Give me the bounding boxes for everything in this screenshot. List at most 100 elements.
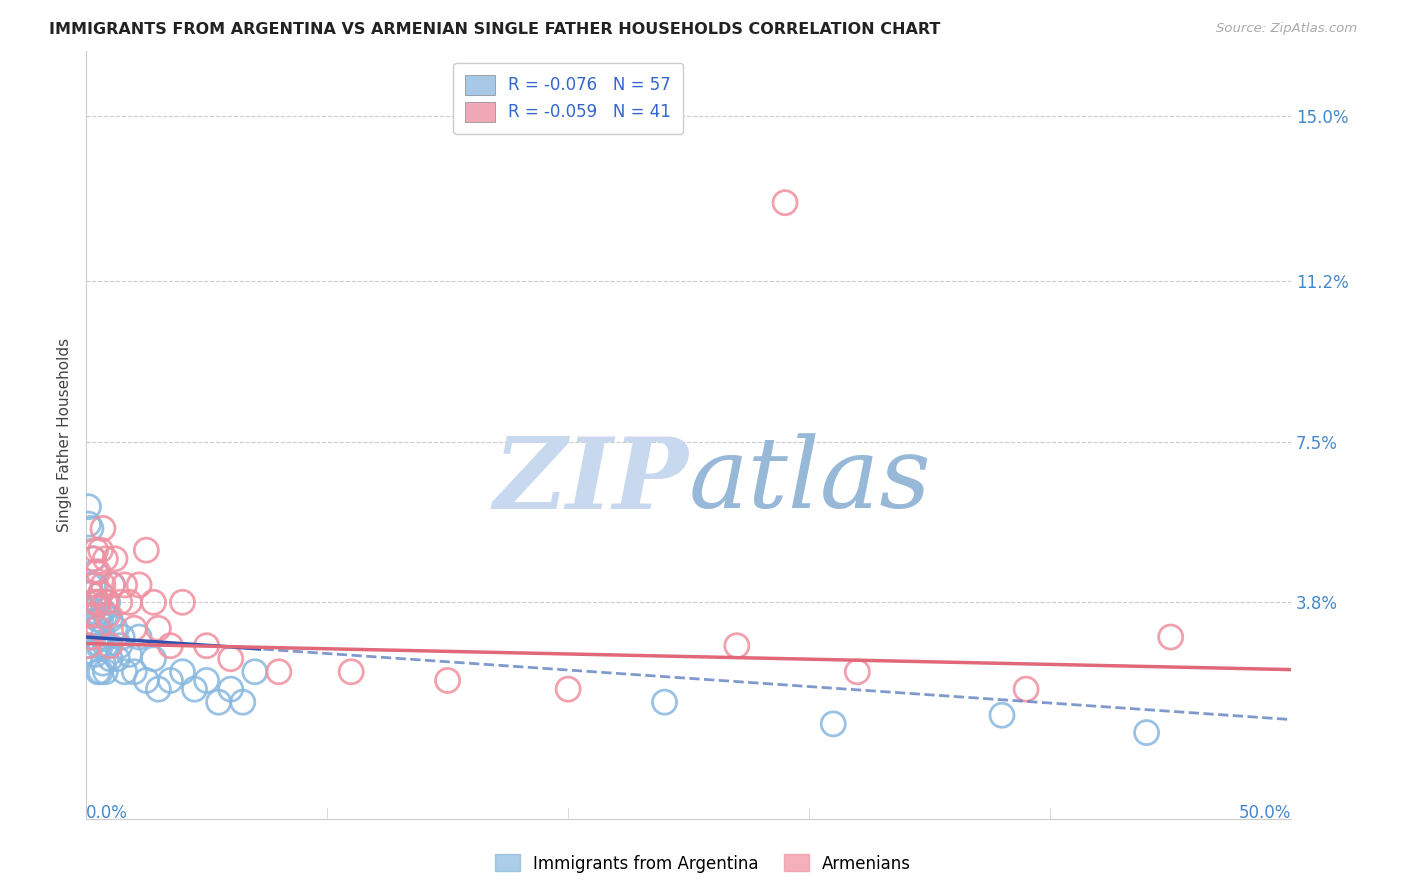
Point	[823, 717, 845, 731]
Point	[94, 665, 117, 679]
Point	[84, 565, 107, 579]
Point	[172, 595, 194, 609]
Point	[124, 621, 146, 635]
Point	[340, 665, 363, 679]
Point	[87, 595, 110, 609]
Point	[84, 578, 107, 592]
Point	[97, 639, 120, 653]
Point	[172, 665, 194, 679]
Point	[91, 630, 114, 644]
Point	[94, 552, 117, 566]
Point	[94, 608, 117, 623]
Point	[195, 639, 218, 653]
Point	[98, 639, 121, 653]
Point	[97, 595, 120, 609]
Point	[108, 595, 131, 609]
Point	[77, 639, 100, 653]
Point	[98, 613, 121, 627]
Point	[77, 500, 100, 514]
Point	[76, 639, 98, 653]
Point	[219, 682, 242, 697]
Point	[159, 673, 181, 688]
Point	[94, 639, 117, 653]
Point	[91, 521, 114, 535]
Point	[82, 604, 104, 618]
Point	[267, 665, 290, 679]
Point	[232, 695, 254, 709]
Point	[94, 595, 117, 609]
Point	[91, 578, 114, 592]
Point	[148, 621, 170, 635]
Point	[82, 552, 104, 566]
Point	[654, 695, 676, 709]
Point	[557, 682, 579, 697]
Point	[128, 578, 150, 592]
Point	[243, 665, 266, 679]
Point	[118, 595, 141, 609]
Point	[80, 521, 103, 535]
Point	[208, 695, 231, 709]
Point	[87, 613, 110, 627]
Point	[90, 639, 112, 653]
Point	[82, 552, 104, 566]
Point	[84, 543, 107, 558]
Point	[195, 673, 218, 688]
Point	[142, 652, 165, 666]
Point	[82, 630, 104, 644]
Point	[77, 517, 100, 532]
Point	[90, 586, 112, 600]
Text: ZIP: ZIP	[494, 433, 689, 530]
Point	[101, 578, 124, 592]
Point	[436, 673, 458, 688]
Point	[128, 630, 150, 644]
Text: 0.0%: 0.0%	[86, 804, 128, 822]
Text: 50.0%: 50.0%	[1239, 804, 1291, 822]
Text: IMMIGRANTS FROM ARGENTINA VS ARMENIAN SINGLE FATHER HOUSEHOLDS CORRELATION CHART: IMMIGRANTS FROM ARGENTINA VS ARMENIAN SI…	[49, 22, 941, 37]
Point	[80, 608, 103, 623]
Point	[1135, 725, 1157, 739]
Point	[104, 621, 127, 635]
Point	[1160, 630, 1182, 644]
Point	[725, 639, 748, 653]
Point	[142, 595, 165, 609]
Point	[84, 621, 107, 635]
Point	[114, 578, 136, 592]
Point	[82, 595, 104, 609]
Point	[80, 586, 103, 600]
Point	[124, 665, 146, 679]
Point	[82, 578, 104, 592]
Point	[773, 195, 796, 210]
Point	[135, 673, 157, 688]
Point	[91, 656, 114, 670]
Point	[135, 543, 157, 558]
Point	[148, 682, 170, 697]
Point	[1015, 682, 1038, 697]
Point	[159, 639, 181, 653]
Point	[91, 604, 114, 618]
Point	[87, 665, 110, 679]
Point	[991, 708, 1014, 723]
Point	[118, 648, 141, 662]
Point	[104, 552, 127, 566]
Point	[97, 608, 120, 623]
Point	[98, 652, 121, 666]
Point	[80, 630, 103, 644]
Y-axis label: Single Father Households: Single Father Households	[58, 338, 72, 533]
Point	[87, 595, 110, 609]
Point	[108, 639, 131, 653]
Point	[87, 565, 110, 579]
Point	[101, 578, 124, 592]
Point	[80, 586, 103, 600]
Point	[90, 543, 112, 558]
Point	[87, 621, 110, 635]
Point	[846, 665, 869, 679]
Point	[90, 586, 112, 600]
Point	[87, 639, 110, 653]
Point	[111, 630, 134, 644]
Point	[90, 665, 112, 679]
Legend: Immigrants from Argentina, Armenians: Immigrants from Argentina, Armenians	[488, 847, 918, 880]
Text: atlas: atlas	[689, 434, 931, 529]
Point	[84, 648, 107, 662]
Point	[183, 682, 205, 697]
Point	[219, 652, 242, 666]
